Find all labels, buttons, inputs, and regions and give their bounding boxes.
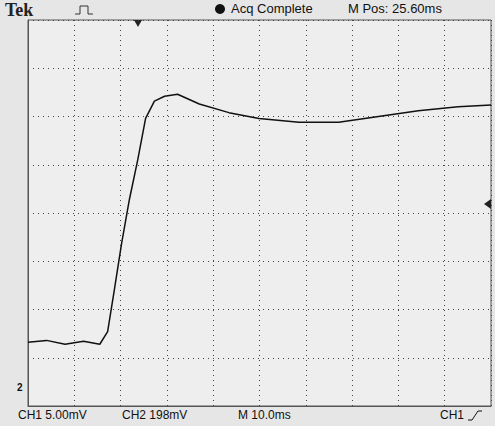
svg-text:M Pos: 25.60ms: M Pos: 25.60ms — [348, 1, 442, 16]
svg-text:CH1: CH1 — [440, 408, 464, 422]
svg-text:CH1 5.00mV: CH1 5.00mV — [18, 408, 87, 422]
svg-text:2: 2 — [17, 382, 23, 393]
svg-text:CH2 198mV: CH2 198mV — [122, 408, 187, 422]
svg-text:M 10.0ms: M 10.0ms — [238, 408, 291, 422]
svg-text:Acq Complete: Acq Complete — [231, 1, 313, 16]
svg-text:Tek: Tek — [5, 0, 33, 20]
